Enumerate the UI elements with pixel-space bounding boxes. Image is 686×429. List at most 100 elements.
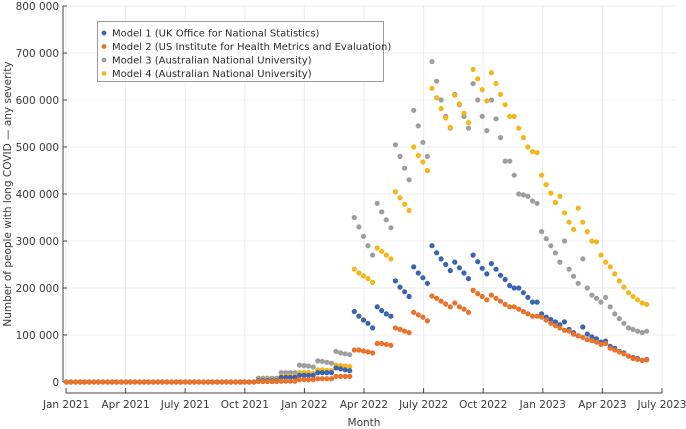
- data-point-model-2: [114, 379, 120, 385]
- data-point-model-1: [347, 368, 353, 374]
- data-point-model-1: [296, 372, 303, 378]
- data-point-model-2: [164, 379, 170, 385]
- data-point-model-2: [415, 312, 421, 318]
- data-point-model-4: [392, 189, 398, 195]
- data-point-model-3: [571, 273, 577, 279]
- data-point-model-2: [264, 378, 271, 385]
- data-point-model-2: [178, 379, 184, 385]
- data-point-model-3: [465, 125, 472, 131]
- data-point-model-3: [470, 81, 476, 87]
- data-point-model-1: [516, 285, 522, 291]
- data-point-model-4: [388, 256, 394, 262]
- data-point-model-3: [392, 142, 398, 148]
- data-point-model-3: [365, 243, 371, 249]
- data-point-model-2: [205, 379, 211, 385]
- data-point-model-3: [397, 153, 403, 159]
- data-point-model-3: [301, 363, 307, 369]
- data-point-model-2: [278, 378, 284, 384]
- x-tick-label: July 2022: [398, 399, 448, 411]
- data-point-model-2: [589, 338, 595, 344]
- data-point-model-3: [516, 191, 522, 197]
- data-point-model-4: [443, 115, 449, 121]
- data-point-model-2: [552, 323, 559, 329]
- legend-marker-model-4: [101, 71, 107, 76]
- data-point-model-2: [402, 328, 408, 334]
- data-point-model-2: [191, 379, 197, 385]
- data-point-model-4: [429, 85, 435, 91]
- data-point-model-2: [511, 304, 517, 310]
- data-point-model-2: [105, 379, 111, 385]
- x-tick-label: Oct 2022: [459, 399, 507, 411]
- data-point-model-4: [511, 113, 517, 119]
- data-point-model-2: [360, 348, 367, 354]
- data-point-model-2: [292, 378, 298, 384]
- data-point-model-2: [374, 340, 380, 347]
- data-point-model-1: [443, 261, 449, 268]
- data-point-model-1: [319, 370, 325, 376]
- series-2-points: [63, 287, 650, 385]
- data-point-model-3: [475, 97, 481, 103]
- data-point-model-3: [561, 238, 568, 244]
- data-point-model-3: [296, 362, 303, 368]
- data-point-model-4: [465, 120, 472, 126]
- data-point-model-4: [584, 229, 590, 235]
- data-point-model-2: [566, 328, 572, 334]
- data-point-model-1: [580, 324, 586, 330]
- data-point-model-4: [484, 98, 490, 104]
- data-point-model-3: [502, 158, 508, 164]
- data-point-model-1: [424, 280, 430, 286]
- data-point-model-1: [374, 304, 380, 310]
- data-point-model-3: [347, 352, 353, 358]
- data-point-model-1: [456, 265, 462, 271]
- data-point-model-4: [607, 264, 613, 270]
- legend-label-model-1: Model 1 (UK Office for National Statisti…: [112, 29, 320, 40]
- data-point-model-3: [328, 360, 335, 366]
- data-point-model-1: [306, 372, 312, 378]
- data-point-model-2: [497, 298, 504, 304]
- data-point-model-1: [584, 331, 590, 337]
- data-point-model-2: [383, 341, 389, 347]
- data-point-model-2: [150, 379, 156, 385]
- data-point-model-2: [603, 340, 609, 347]
- data-point-model-1: [379, 308, 385, 314]
- data-point-model-1: [360, 317, 367, 323]
- data-point-model-3: [612, 311, 618, 317]
- data-point-model-3: [319, 358, 325, 364]
- data-point-model-3: [370, 252, 376, 258]
- data-point-model-3: [411, 107, 417, 113]
- data-point-model-2: [296, 377, 303, 383]
- data-point-model-3: [493, 116, 499, 122]
- x-tick-label: Jan 2022: [280, 399, 327, 411]
- data-point-model-4: [379, 248, 385, 254]
- data-point-model-1: [411, 264, 417, 270]
- data-point-model-3: [616, 316, 622, 322]
- data-point-model-2: [187, 379, 193, 385]
- data-point-model-2: [525, 311, 531, 317]
- data-point-model-4: [566, 219, 572, 225]
- data-point-model-2: [251, 379, 257, 385]
- data-point-model-1: [465, 276, 472, 282]
- data-point-model-3: [539, 229, 545, 235]
- data-point-model-2: [465, 309, 472, 315]
- data-point-model-2: [379, 340, 385, 347]
- data-point-model-1: [502, 276, 508, 283]
- data-point-model-1: [493, 266, 499, 272]
- data-point-model-4: [424, 167, 430, 174]
- data-point-model-2: [607, 345, 613, 351]
- data-point-model-2: [260, 378, 266, 385]
- data-point-model-1: [351, 308, 357, 315]
- data-point-model-3: [424, 153, 430, 159]
- x-tick-label: Jan 2023: [519, 399, 566, 411]
- x-tick-label: Apr 2023: [578, 399, 626, 411]
- data-point-model-1: [333, 365, 339, 371]
- data-point-model-4: [452, 92, 458, 98]
- data-point-model-1: [397, 284, 403, 290]
- data-point-model-2: [315, 376, 321, 382]
- data-point-model-2: [484, 297, 490, 303]
- data-point-model-1: [529, 299, 536, 305]
- data-point-model-2: [621, 351, 627, 357]
- data-point-model-3: [388, 225, 394, 231]
- data-point-model-2: [173, 379, 179, 385]
- data-point-model-2: [214, 379, 220, 385]
- data-point-model-2: [132, 379, 138, 385]
